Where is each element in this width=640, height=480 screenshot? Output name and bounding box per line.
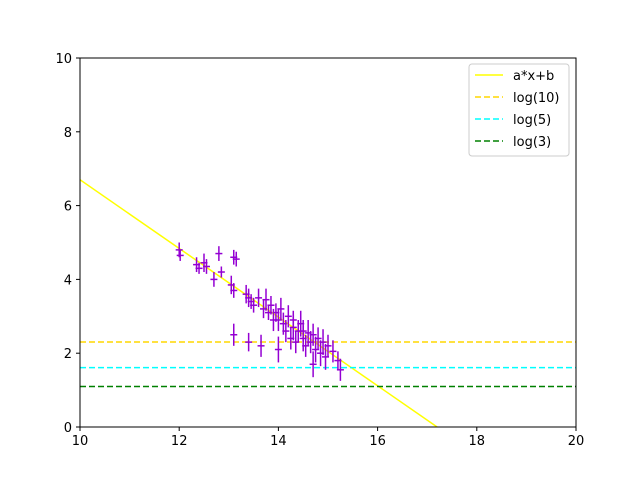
axes-frame — [79, 57, 577, 428]
legend-label: log(10) — [513, 91, 560, 106]
errorbar-point — [329, 340, 337, 363]
errorbar-point — [210, 272, 218, 287]
errorbar-point — [230, 283, 238, 298]
errorbar-point — [230, 323, 238, 346]
y-tick-label: 8 — [64, 126, 72, 141]
errorbar-point — [309, 323, 317, 346]
errorbar-point — [289, 310, 297, 330]
x-axis: 10 12 14 16 18 20 — [72, 427, 585, 449]
errorbar-point — [255, 288, 263, 308]
x-tick-label: 12 — [171, 434, 188, 449]
errorbar-point — [176, 249, 184, 261]
legend-label: log(5) — [513, 113, 551, 128]
errorbar-point — [299, 319, 307, 343]
x-tick-label: 20 — [568, 434, 585, 449]
errorbar-point — [267, 296, 275, 315]
errorbar-point — [257, 334, 265, 357]
y-tick-label: 0 — [64, 421, 72, 436]
legend-label: log(3) — [513, 135, 551, 150]
errorbar-point — [250, 297, 258, 313]
errorbar-point — [284, 305, 292, 328]
plot-area — [80, 179, 576, 427]
x-tick-label: 10 — [72, 434, 89, 449]
errorbar-point — [324, 334, 332, 357]
y-tick-label: 4 — [64, 273, 72, 288]
x-tick-label: 16 — [369, 434, 386, 449]
y-tick-label: 2 — [64, 347, 72, 362]
legend: a*x+b log(10) log(5) log(3) — [468, 63, 570, 157]
errorbar-point — [309, 351, 317, 378]
errorbar-point — [336, 358, 344, 381]
legend-label: a*x+b — [513, 69, 554, 84]
errorbar-point — [282, 319, 290, 343]
errorbar-point — [232, 251, 240, 267]
y-tick-label: 6 — [64, 200, 72, 215]
errorbar-point — [319, 329, 327, 356]
errorbar-point — [277, 297, 285, 320]
legend-box — [468, 63, 570, 157]
errorbar-point — [202, 259, 210, 274]
y-tick-label: 10 — [55, 52, 72, 67]
x-tick-label: 18 — [469, 434, 486, 449]
errorbar-point — [262, 288, 270, 311]
errorbar-point — [195, 262, 203, 274]
x-tick-label: 14 — [270, 434, 287, 449]
y-axis: 0 2 4 6 8 10 — [55, 52, 80, 436]
errorbar-point — [314, 327, 322, 350]
errorbar-point — [274, 336, 282, 363]
errorbar-point — [217, 266, 225, 278]
errorbar-point — [245, 332, 253, 352]
errorbar-point — [215, 246, 223, 261]
